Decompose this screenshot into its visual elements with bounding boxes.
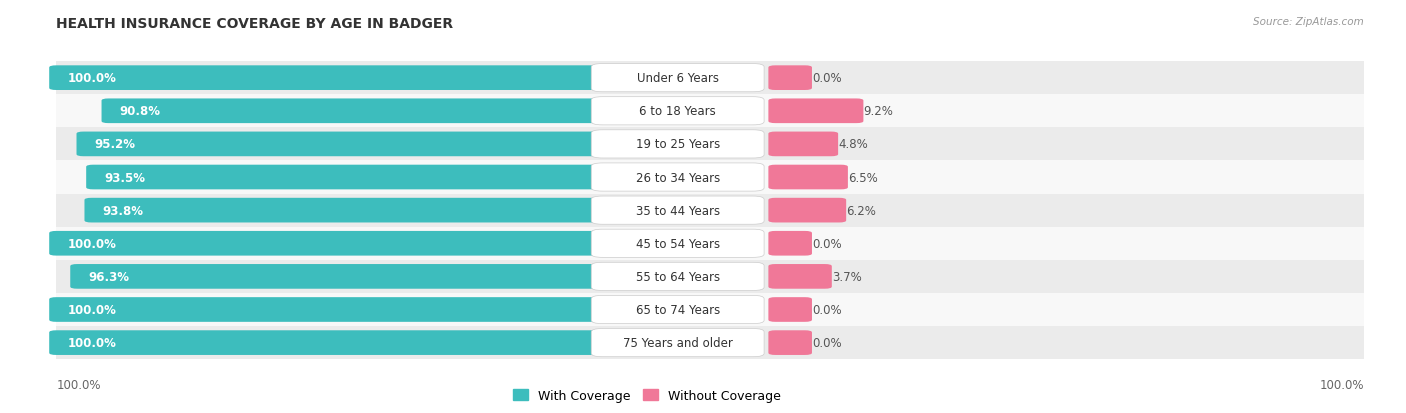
Text: 65 to 74 Years: 65 to 74 Years bbox=[636, 303, 720, 316]
Text: 35 to 44 Years: 35 to 44 Years bbox=[636, 204, 720, 217]
Text: 93.5%: 93.5% bbox=[104, 171, 145, 184]
Text: 6 to 18 Years: 6 to 18 Years bbox=[640, 105, 716, 118]
Text: 95.2%: 95.2% bbox=[94, 138, 136, 151]
Text: HEALTH INSURANCE COVERAGE BY AGE IN BADGER: HEALTH INSURANCE COVERAGE BY AGE IN BADG… bbox=[56, 17, 453, 31]
Text: 45 to 54 Years: 45 to 54 Years bbox=[636, 237, 720, 250]
Text: 93.8%: 93.8% bbox=[103, 204, 143, 217]
Text: 100.0%: 100.0% bbox=[67, 72, 117, 85]
Text: 100.0%: 100.0% bbox=[67, 237, 117, 250]
Text: 100.0%: 100.0% bbox=[67, 303, 117, 316]
Text: 96.3%: 96.3% bbox=[89, 270, 129, 283]
Legend: With Coverage, Without Coverage: With Coverage, Without Coverage bbox=[508, 384, 786, 407]
Text: 100.0%: 100.0% bbox=[67, 336, 117, 349]
Text: 9.2%: 9.2% bbox=[863, 105, 893, 118]
Text: 6.2%: 6.2% bbox=[846, 204, 876, 217]
Text: 26 to 34 Years: 26 to 34 Years bbox=[636, 171, 720, 184]
Text: 90.8%: 90.8% bbox=[120, 105, 160, 118]
Text: 55 to 64 Years: 55 to 64 Years bbox=[636, 270, 720, 283]
Text: 19 to 25 Years: 19 to 25 Years bbox=[636, 138, 720, 151]
Text: 3.7%: 3.7% bbox=[832, 270, 862, 283]
Text: 0.0%: 0.0% bbox=[813, 303, 842, 316]
Text: 0.0%: 0.0% bbox=[813, 237, 842, 250]
Text: 6.5%: 6.5% bbox=[848, 171, 877, 184]
Text: Under 6 Years: Under 6 Years bbox=[637, 72, 718, 85]
Text: 75 Years and older: 75 Years and older bbox=[623, 336, 733, 349]
Text: 0.0%: 0.0% bbox=[813, 336, 842, 349]
Text: 100.0%: 100.0% bbox=[56, 377, 101, 391]
Text: Source: ZipAtlas.com: Source: ZipAtlas.com bbox=[1253, 17, 1364, 26]
Text: 4.8%: 4.8% bbox=[838, 138, 868, 151]
Text: 100.0%: 100.0% bbox=[1319, 377, 1364, 391]
Text: 0.0%: 0.0% bbox=[813, 72, 842, 85]
